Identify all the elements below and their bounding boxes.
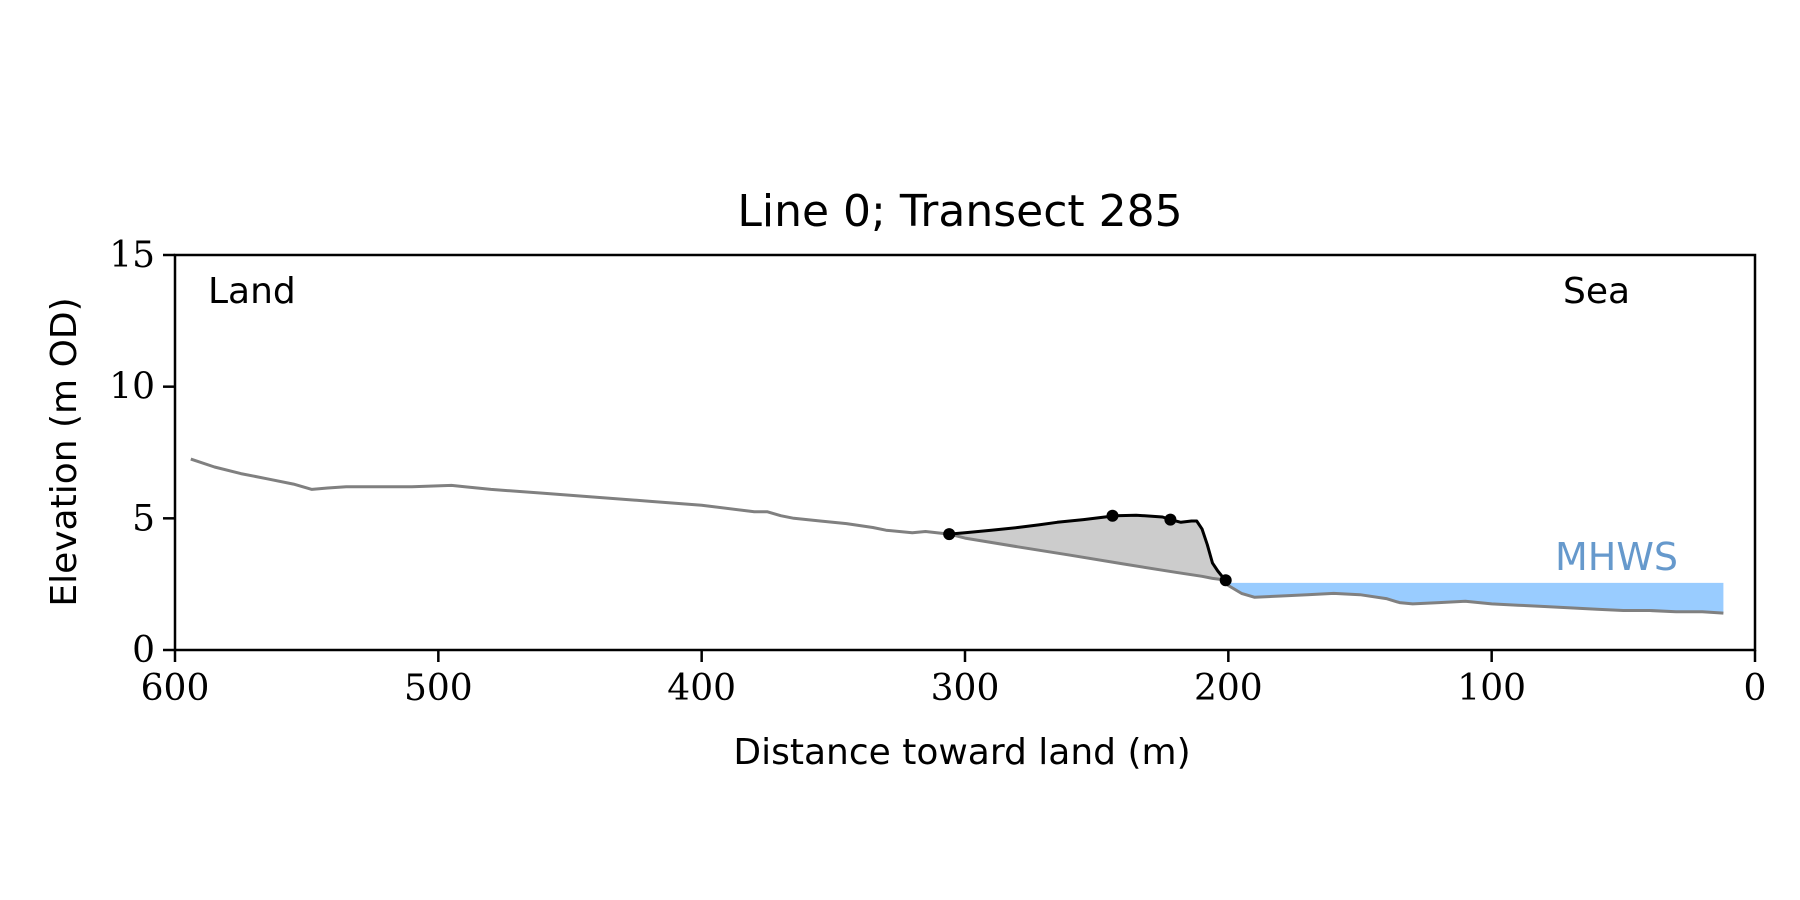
- chart-title: Line 0; Transect 285: [737, 186, 1182, 237]
- y-tick-label: 10: [109, 367, 155, 408]
- dune-marker: [1219, 574, 1232, 587]
- y-tick-label: 15: [109, 235, 155, 276]
- x-tick-label: 100: [1457, 668, 1526, 709]
- sea-label: Sea: [1563, 271, 1630, 312]
- y-tick-label: 5: [132, 498, 155, 539]
- y-tick-label: 0: [132, 630, 155, 671]
- x-tick-label: 200: [1194, 668, 1263, 709]
- dune-marker: [1164, 513, 1177, 526]
- x-axis-label: Distance toward land (m): [733, 732, 1190, 773]
- mhws-label: MHWS: [1555, 535, 1678, 579]
- y-axis-ticks: 0 5 10 15: [109, 235, 175, 671]
- x-tick-label: 400: [667, 668, 736, 709]
- dune-marker: [943, 528, 956, 541]
- x-tick-label: 300: [931, 668, 1000, 709]
- mhws-band-layer: [1228, 582, 1724, 614]
- dune-volume-fill: [949, 515, 1229, 582]
- x-tick-label: 0: [1744, 668, 1767, 709]
- dune-marker: [1106, 509, 1119, 522]
- x-tick-label: 600: [141, 668, 210, 709]
- dune-fill-layer: [949, 515, 1229, 582]
- dune-markers-layer: [943, 509, 1232, 587]
- x-axis-ticks: 600 500 400 300 200 100 0: [141, 650, 1767, 709]
- profile-line: [190, 457, 1724, 615]
- y-axis-label: Elevation (m OD): [44, 297, 85, 606]
- land-label: Land: [208, 271, 296, 312]
- mhws-band: [1228, 582, 1724, 614]
- x-tick-label: 500: [404, 668, 473, 709]
